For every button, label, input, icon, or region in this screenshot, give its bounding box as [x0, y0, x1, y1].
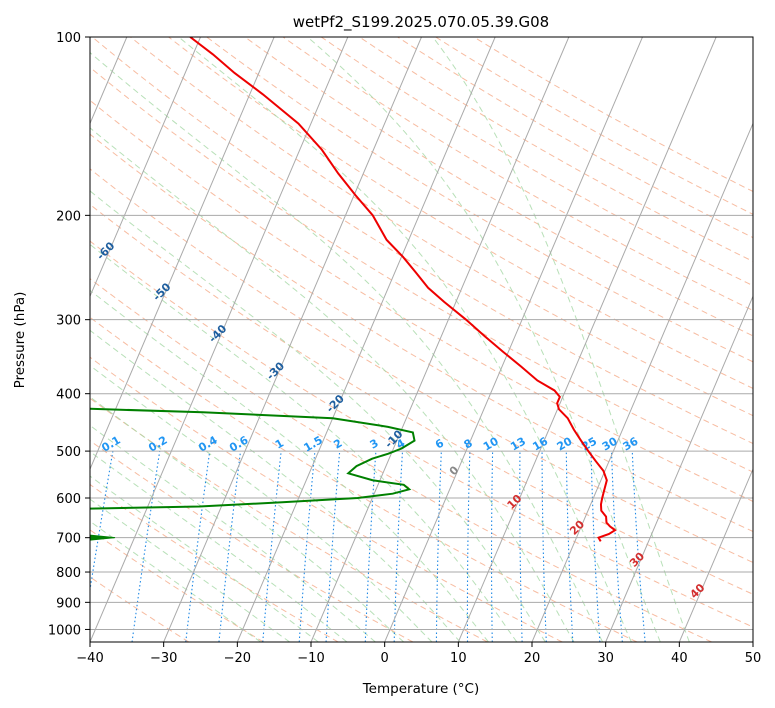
moist-adiabat-line — [90, 190, 546, 642]
x-axis: −40 −30 −20 −10 0 10 20 30 40 50 — [76, 642, 761, 666]
x-axis-label: Temperature (°C) — [362, 681, 480, 697]
x-tick-label: 30 — [597, 651, 614, 666]
moist-adiabat-line — [432, 37, 690, 642]
moist-adiabat-line — [90, 364, 433, 642]
dry-adiabat-line — [244, 37, 753, 337]
dry-adiabat-line — [168, 37, 753, 389]
y-tick-label: 800 — [56, 566, 81, 581]
dry-adiabat-line — [90, 99, 753, 502]
dry-adiabat-line — [90, 203, 753, 595]
mixing-ratio-line — [185, 451, 211, 642]
isotherm-line — [531, 122, 753, 642]
moist-adiabat-line — [90, 329, 461, 642]
dry-adiabat-line — [90, 133, 753, 533]
y-tick-label: 900 — [56, 596, 81, 611]
plot-frame — [89, 36, 754, 643]
mixing-ratio-line — [262, 451, 282, 642]
moist-adiabat-line — [90, 451, 348, 642]
y-tick-label: 1000 — [48, 623, 81, 638]
y-tick-label: 600 — [56, 492, 81, 507]
y-axis: 100 200 300 400 500 600 700 800 900 1000 — [48, 31, 90, 638]
isotherms — [90, 37, 753, 642]
y-tick-label: 500 — [56, 445, 81, 460]
wind-barb-marker — [90, 534, 116, 541]
moist-adiabat-line — [90, 51, 604, 642]
x-tick-label: −30 — [150, 651, 177, 666]
x-tick-label: 0 — [381, 651, 389, 666]
x-tick-label: −10 — [297, 651, 324, 666]
y-tick-label: 400 — [56, 388, 81, 403]
isotherm-line — [163, 37, 422, 642]
dry-adiabat-line — [90, 529, 264, 642]
isotherm-line — [90, 37, 201, 298]
isotherm-line — [90, 37, 275, 471]
x-tick-label: 50 — [745, 651, 762, 666]
dry-adiabat-line — [90, 356, 563, 642]
y-tick-label: 200 — [56, 209, 81, 224]
x-tick-label: 20 — [524, 651, 541, 666]
y-axis-label: Pressure (hPa) — [12, 292, 28, 389]
dry-adiabat-line — [90, 240, 753, 628]
moist-adiabat-line — [90, 396, 405, 642]
isotherm-line — [605, 295, 753, 642]
isotherm-line — [457, 37, 717, 642]
y-tick-label: 300 — [56, 314, 81, 329]
dry-adiabat-line — [282, 37, 753, 312]
chart-title: wetPf2_S199.2025.070.05.39.G08 — [293, 13, 549, 32]
sounding-traces — [90, 37, 617, 542]
mixing-ratio-line — [90, 451, 114, 594]
dry-adiabat-line — [91, 37, 753, 445]
plot-area: 0.10.20.40.611.52346810131620253036-100-… — [90, 37, 753, 642]
x-tick-label: −20 — [224, 651, 251, 666]
moist-adiabat-line — [178, 37, 632, 642]
dry-adiabat-line — [130, 37, 753, 417]
moist-adiabat-line — [90, 498, 291, 642]
y-tick-label: 100 — [56, 31, 81, 46]
x-tick-label: 40 — [671, 651, 688, 666]
isotherm-line — [384, 37, 643, 642]
mixing-ratio-line — [298, 451, 316, 642]
moist-adiabat-line — [90, 520, 262, 642]
x-tick-label: −40 — [76, 651, 103, 666]
x-tick-label: 10 — [450, 651, 467, 666]
temperature-trace — [189, 37, 617, 542]
moist-adiabat-line — [90, 475, 319, 642]
dewpoint-trace — [90, 407, 416, 510]
isotherm-line — [678, 467, 753, 642]
moist-adiabat-line — [307, 37, 661, 642]
isotherm-line — [310, 37, 570, 642]
isotherm-line — [236, 37, 496, 642]
mixing-ratio-line — [218, 451, 242, 642]
isotherm-line — [90, 37, 349, 642]
y-tick-label: 700 — [56, 532, 81, 547]
pressure-gridlines — [90, 37, 753, 630]
dry-adiabat-line — [90, 483, 339, 642]
